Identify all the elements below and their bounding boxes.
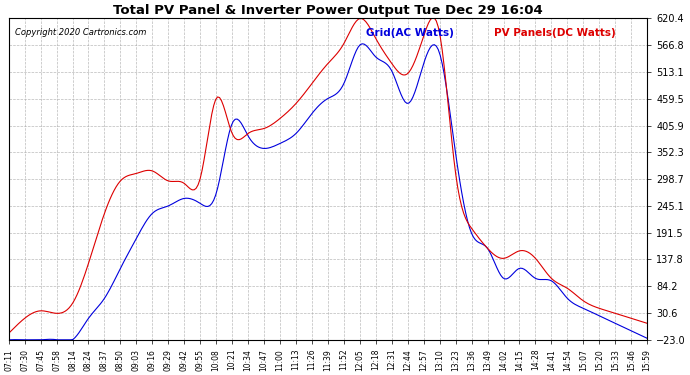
Title: Total PV Panel & Inverter Power Output Tue Dec 29 16:04: Total PV Panel & Inverter Power Output T… (113, 4, 543, 17)
Text: Grid(AC Watts): Grid(AC Watts) (366, 28, 454, 38)
Text: Copyright 2020 Cartronics.com: Copyright 2020 Cartronics.com (15, 28, 146, 37)
Text: PV Panels(DC Watts): PV Panels(DC Watts) (494, 28, 615, 38)
